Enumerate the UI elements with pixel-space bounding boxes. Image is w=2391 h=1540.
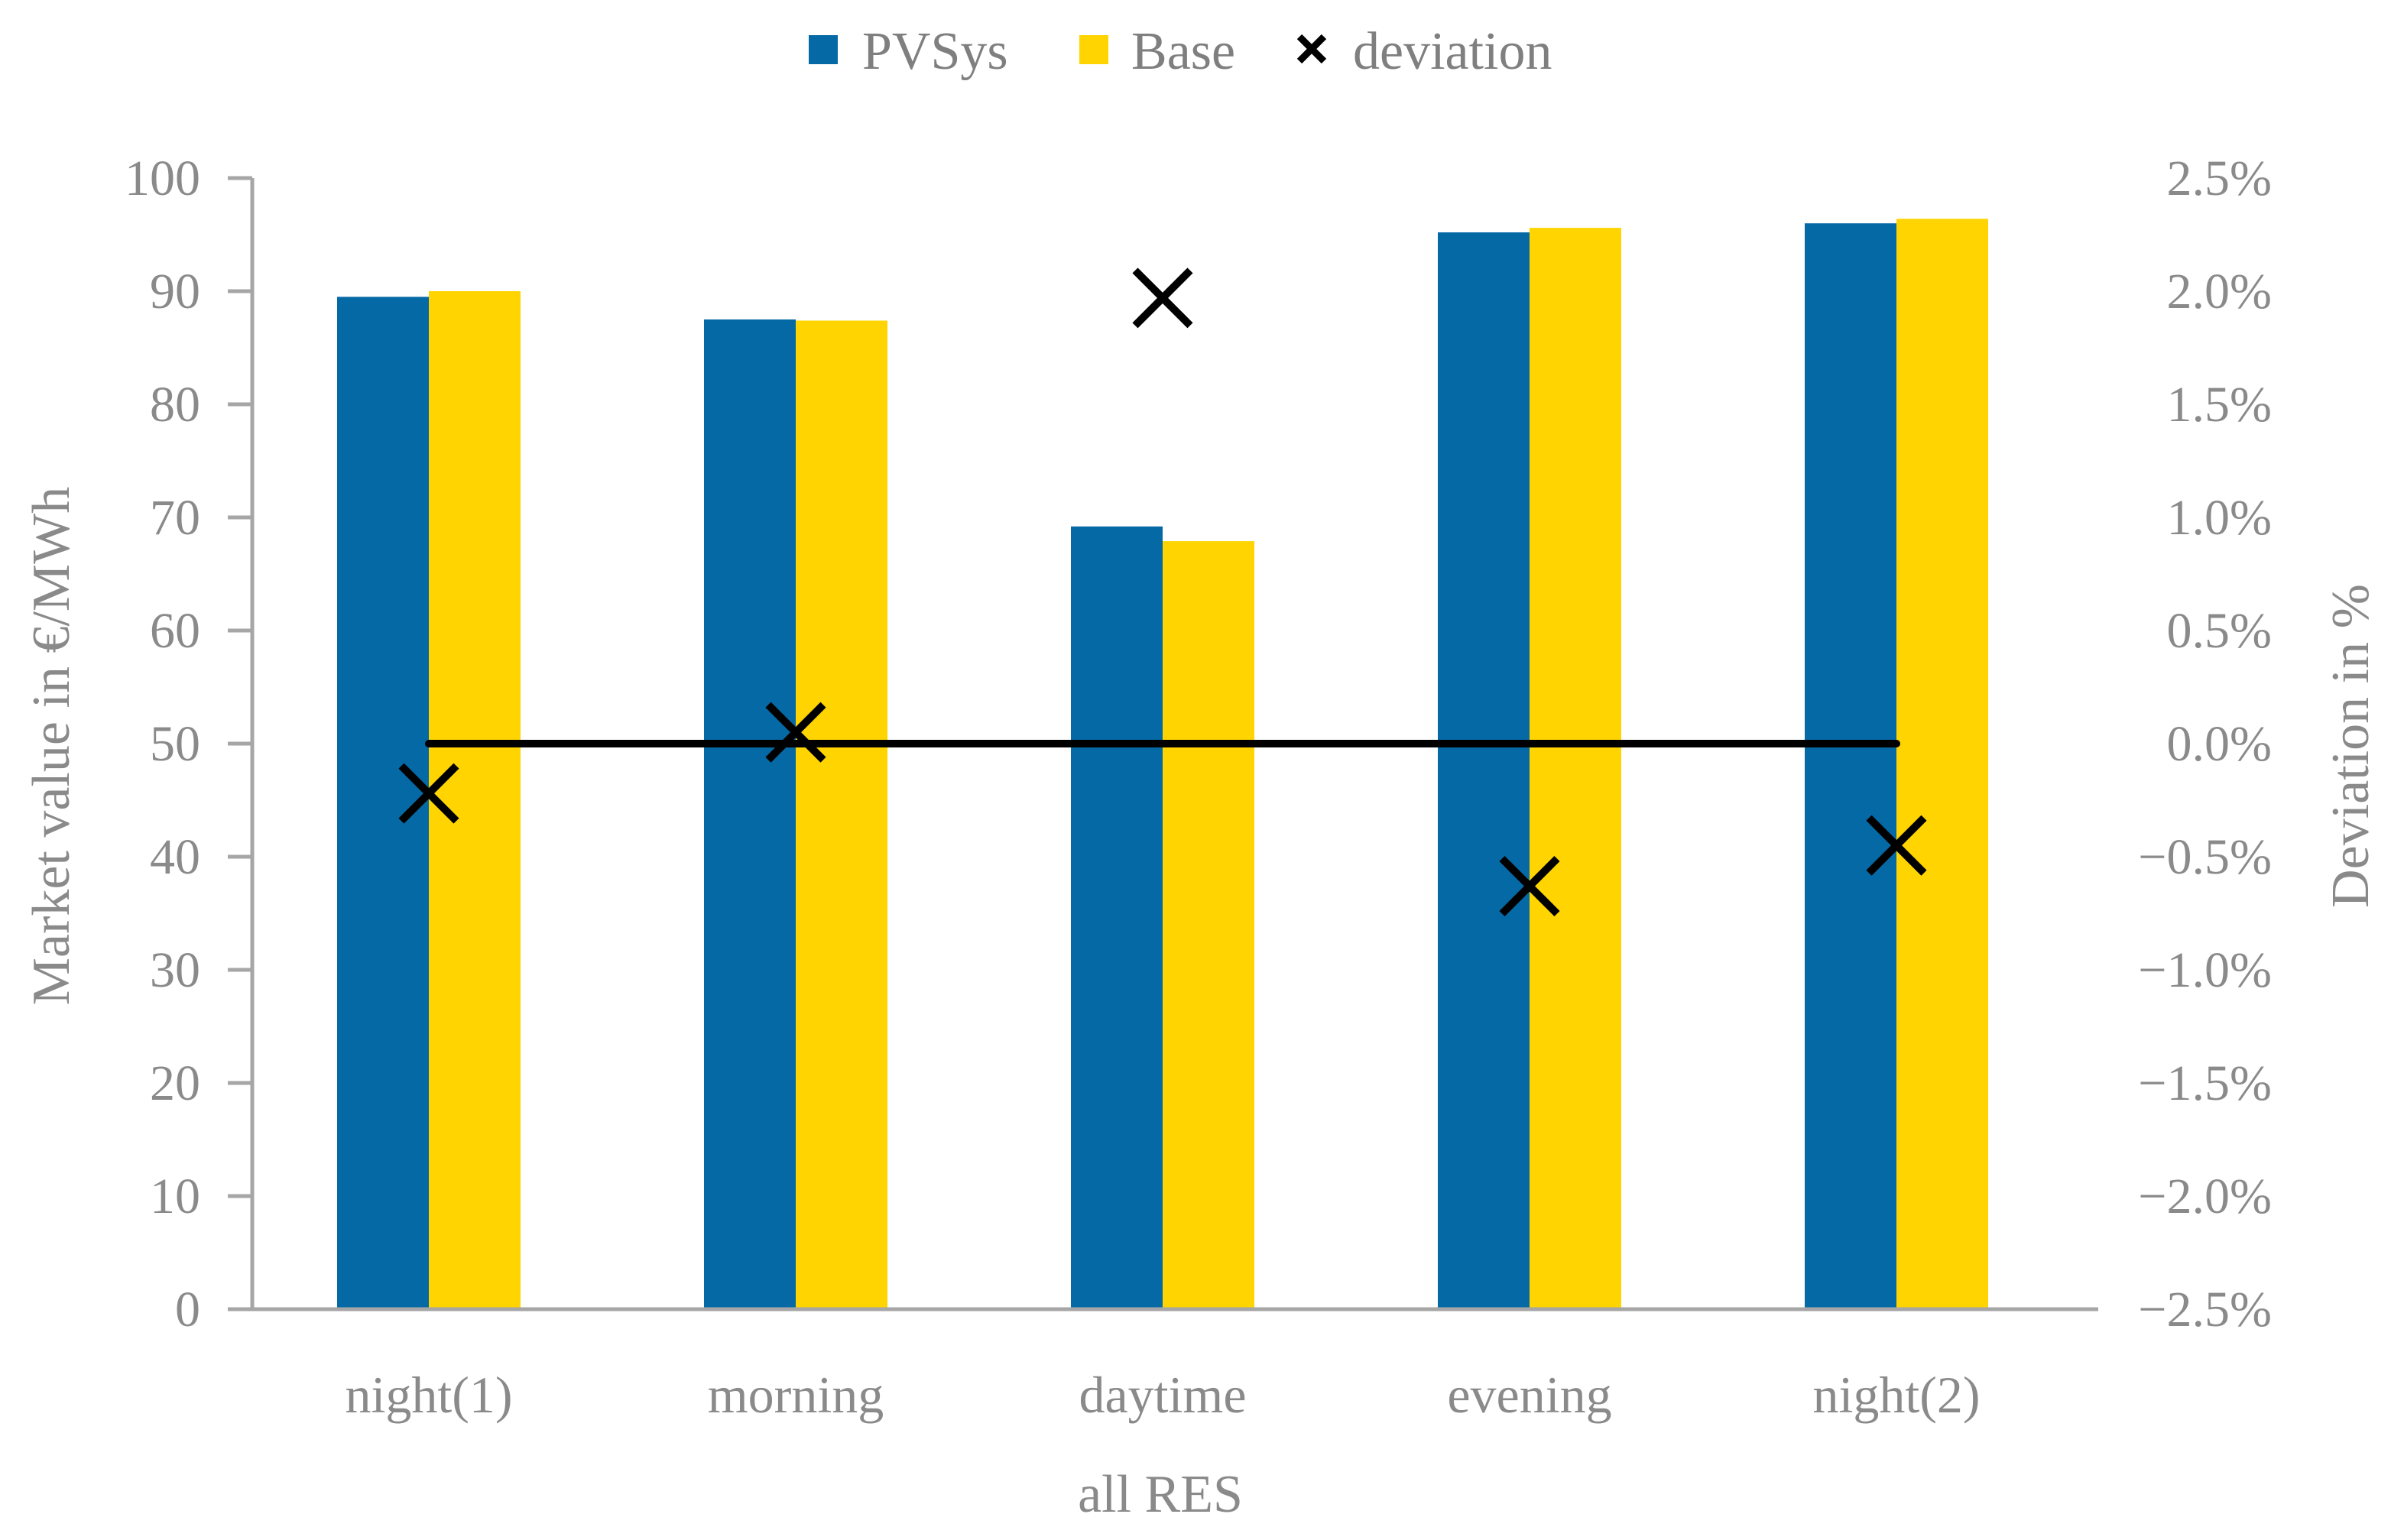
bar-base-evening <box>1530 228 1621 1309</box>
y2-axis-title: Deviation in % <box>2321 584 2380 908</box>
deviation-marker-night(1) <box>398 763 459 824</box>
legend-swatch-pvsys <box>809 35 838 64</box>
y2-tick-label: 1.5% <box>2167 377 2272 433</box>
bar-base-night(1) <box>429 291 521 1309</box>
y-tick-label: 20 <box>150 1055 200 1111</box>
bar-base-night(2) <box>1896 219 1988 1309</box>
y2-tick-label: −0.5% <box>2138 829 2272 885</box>
legend-marker-deviation <box>1296 34 1327 64</box>
bar-pvsys-night(2) <box>1805 223 1896 1310</box>
legend-label-base: Base <box>1131 22 1235 81</box>
bar-pvsys-morning <box>704 319 796 1309</box>
x-tick-label: daytime <box>1079 1366 1246 1424</box>
y2-tick-label: 2.0% <box>2167 264 2272 319</box>
y2-tick-label: −2.0% <box>2138 1169 2272 1224</box>
y-tick-label: 40 <box>150 829 200 885</box>
y-tick-label: 30 <box>150 942 200 998</box>
deviation-marker-evening <box>1499 855 1560 917</box>
y-tick-label: 50 <box>150 716 200 772</box>
y-tick-label: 0 <box>175 1282 200 1337</box>
left-axis: 0 10 20 30 40 50 60 70 80 90 100 <box>125 151 255 1337</box>
y-tick-label: 70 <box>150 490 200 546</box>
y2-tick-label: 1.0% <box>2167 490 2272 546</box>
category-labels: night(1) morning daytime evening night(2) <box>345 1366 1980 1424</box>
y-tick-label: 90 <box>150 264 200 319</box>
bar-pvsys-night(1) <box>337 297 429 1309</box>
bar-base-daytime <box>1163 541 1254 1309</box>
legend-label-pvsys: PVSys <box>862 22 1008 81</box>
y-tick-label: 10 <box>150 1169 200 1224</box>
bars <box>337 219 1988 1310</box>
legend-swatch-base <box>1079 35 1108 64</box>
x-tick-label: evening <box>1447 1366 1611 1424</box>
y-tick-label: 100 <box>125 151 200 206</box>
deviation-overlay <box>398 267 1927 917</box>
legend-label-deviation: deviation <box>1353 22 1552 81</box>
legend: PVSys Base deviation <box>809 22 1552 81</box>
y2-tick-label: −1.5% <box>2138 1055 2272 1111</box>
deviation-marker-morning <box>765 702 826 763</box>
deviation-marker-daytime <box>1132 267 1193 329</box>
bar-base-morning <box>796 320 887 1310</box>
y-tick-label: 80 <box>150 377 200 433</box>
bar-pvsys-daytime <box>1071 526 1163 1309</box>
y-tick-label: 60 <box>150 603 200 659</box>
x-axis-title: all RES <box>1078 1465 1243 1524</box>
deviation-marker-night(2) <box>1866 815 1927 876</box>
x-tick-label: night(2) <box>1812 1366 1980 1424</box>
bar-pvsys-evening <box>1438 232 1530 1309</box>
y2-tick-label: 0.0% <box>2167 716 2272 772</box>
y2-tick-label: −1.0% <box>2138 942 2272 998</box>
y2-tick-label: 0.5% <box>2167 603 2272 659</box>
x-tick-label: night(1) <box>345 1366 512 1424</box>
y-axis-title: Market value in €/MWh <box>22 487 81 1005</box>
y2-tick-label: 2.5% <box>2167 151 2272 206</box>
right-axis: −2.5% −2.0% −1.5% −1.0% −0.5% 0.0% 0.5% 1.0% 1.5… <box>2138 151 2272 1337</box>
y2-tick-label: −2.5% <box>2138 1282 2272 1337</box>
x-tick-label: morning <box>708 1366 884 1424</box>
